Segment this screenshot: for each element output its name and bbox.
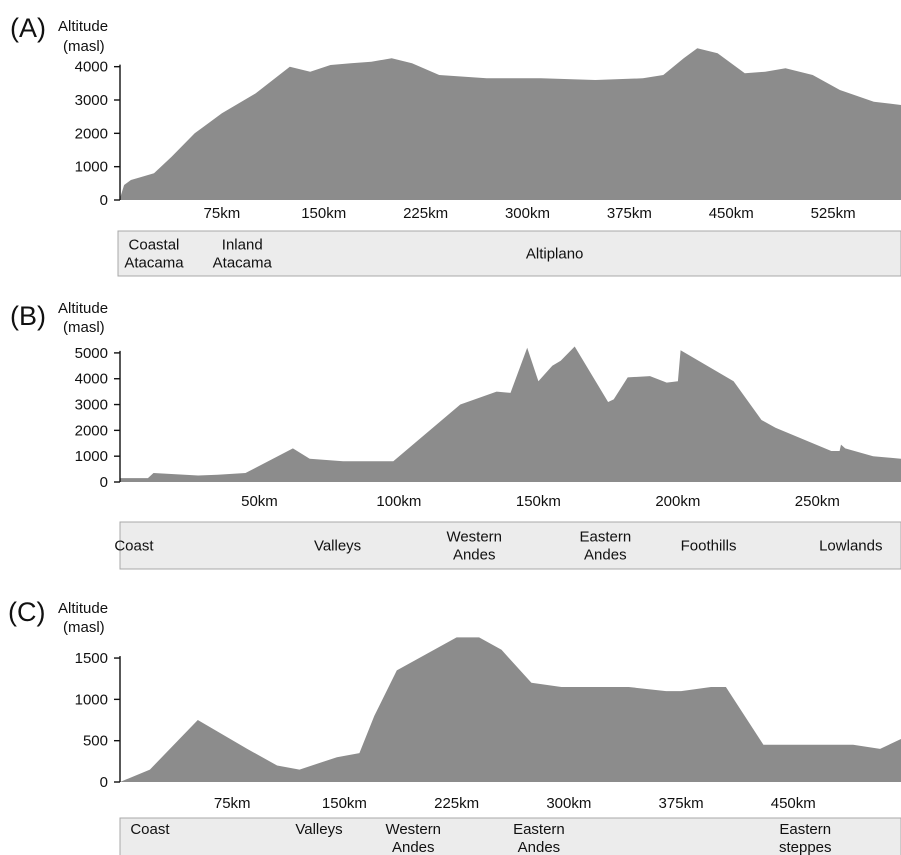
x-tick-label-a-300: 300km xyxy=(505,205,550,222)
x-tick-label-c-75: 75km xyxy=(214,795,251,812)
y-tick-label-a-0: 0 xyxy=(100,192,108,209)
y-tick-label-a-4000: 4000 xyxy=(75,59,108,76)
region-label-b-6: Lowlands xyxy=(819,538,882,555)
region-label-a-2: Inland Atacama xyxy=(213,237,273,272)
y-tick-label-a-2000: 2000 xyxy=(75,125,108,142)
x-tick-label-b-150: 150km xyxy=(516,493,561,510)
panel-a: (A) Altitude (masl) 0 1000 2000 3000 4000 75km 15… xyxy=(10,13,901,277)
x-tick-label-b-50: 50km xyxy=(241,493,278,510)
y-tick-label-c-1000: 1000 xyxy=(75,691,108,708)
x-tick-label-a-225: 225km xyxy=(403,205,448,222)
region-label-b-5: Foothills xyxy=(681,538,737,555)
y-tick-label-a-1000: 1000 xyxy=(75,159,108,176)
elevation-profile-b xyxy=(120,346,901,482)
x-tick-label-a-75: 75km xyxy=(204,205,241,222)
region-label-c-5: Eastern steppes xyxy=(779,821,832,855)
x-tick-label-c-150: 150km xyxy=(322,795,367,812)
panel-b: (B) Altitude (masl) 0 1000 2000 3000 4000 5000 50… xyxy=(10,300,901,570)
y-axis-label-a-1: Altitude xyxy=(58,18,108,35)
region-band-a xyxy=(117,230,901,277)
x-tick-label-a-450: 450km xyxy=(709,205,754,222)
y-axis-label-c-1: Altitude xyxy=(58,600,108,617)
panel-c: (C) Altitude (masl) 0 500 1000 1500 75km 150km 22… xyxy=(8,597,901,855)
elevation-profile-a xyxy=(120,48,901,200)
x-tick-label-a-375: 375km xyxy=(607,205,652,222)
y-tick-label-b-5000: 5000 xyxy=(75,345,108,362)
region-label-b-4: Eastern Andes xyxy=(579,529,631,564)
region-label-b-3: Western Andes xyxy=(446,529,502,564)
x-tick-label-c-450: 450km xyxy=(771,795,816,812)
y-tick-label-b-2000: 2000 xyxy=(75,422,108,439)
y-tick-label-b-3000: 3000 xyxy=(75,397,108,414)
x-tick-label-b-200: 200km xyxy=(655,493,700,510)
x-tick-label-c-225: 225km xyxy=(434,795,479,812)
y-tick-label-a-3000: 3000 xyxy=(75,92,108,109)
elevation-profile-c xyxy=(120,637,901,782)
region-label-b-1: Coast xyxy=(114,538,154,555)
y-axis-label-c-2: (masl) xyxy=(63,619,105,636)
region-label-b-2: Valleys xyxy=(314,538,361,555)
y-tick-label-b-0: 0 xyxy=(100,474,108,491)
panel-label-c: (C) xyxy=(8,597,45,627)
y-tick-label-c-1500: 1500 xyxy=(75,650,108,667)
region-label-c-1: Coast xyxy=(130,821,170,838)
y-axis-label-b-2: (masl) xyxy=(63,319,105,336)
region-band-c xyxy=(119,817,901,855)
region-band-b xyxy=(119,521,901,570)
x-tick-label-b-250: 250km xyxy=(795,493,840,510)
region-label-a-3: Altiplano xyxy=(526,246,584,263)
x-tick-label-b-100: 100km xyxy=(376,493,421,510)
x-tick-label-a-525: 525km xyxy=(811,205,856,222)
x-tick-label-c-300: 300km xyxy=(546,795,591,812)
region-label-c-2: Valleys xyxy=(295,821,342,838)
panel-label-a: (A) xyxy=(10,13,46,43)
y-axis-label-b-1: Altitude xyxy=(58,300,108,317)
region-label-c-4: Eastern Andes xyxy=(513,821,565,855)
region-label-c-3: Western Andes xyxy=(385,821,441,855)
region-label-a-1: Coastal Atacama xyxy=(124,237,184,272)
y-tick-label-b-4000: 4000 xyxy=(75,371,108,388)
y-tick-label-c-500: 500 xyxy=(83,733,108,750)
x-tick-label-c-375: 375km xyxy=(659,795,704,812)
y-tick-label-b-1000: 1000 xyxy=(75,448,108,465)
x-tick-label-a-150: 150km xyxy=(301,205,346,222)
panel-label-b: (B) xyxy=(10,301,46,331)
y-tick-label-c-0: 0 xyxy=(100,774,108,791)
y-axis-label-a-2: (masl) xyxy=(63,38,105,55)
